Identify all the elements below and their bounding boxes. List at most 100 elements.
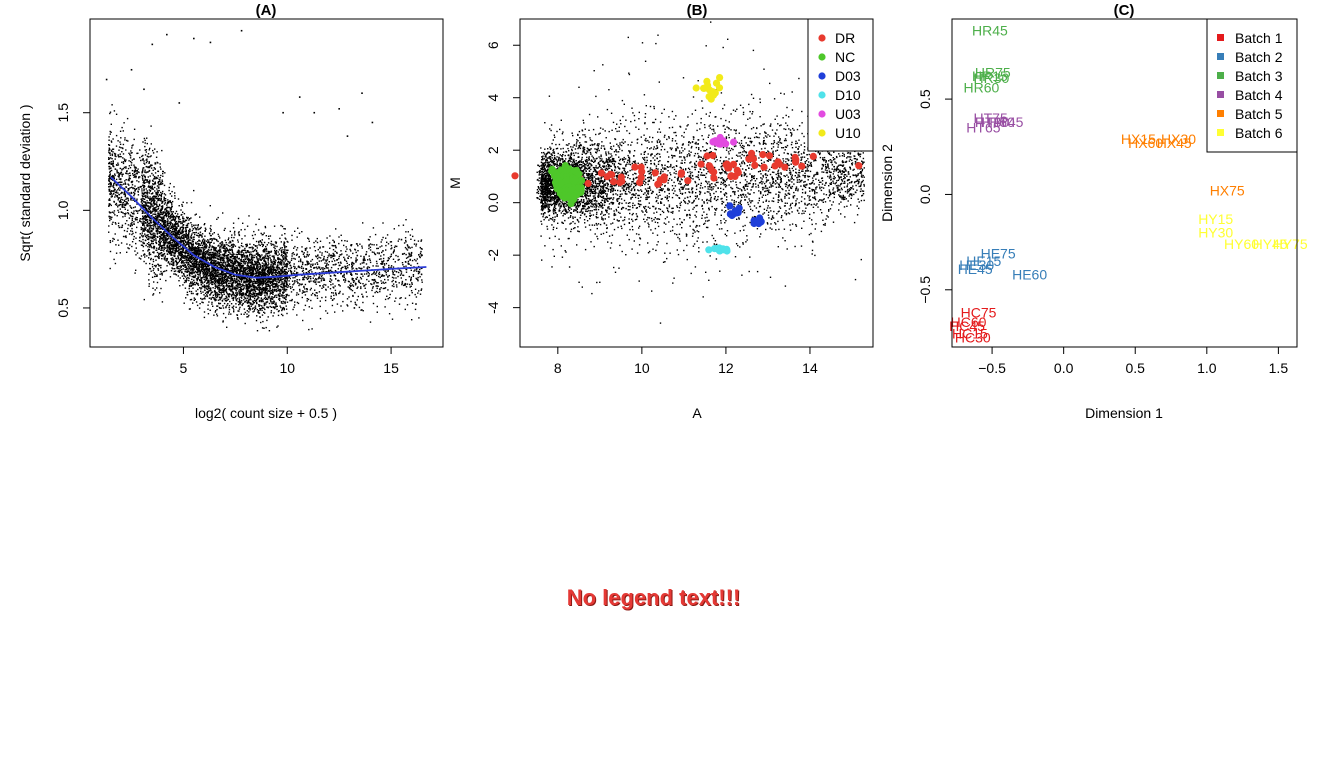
panel-a-point [252,237,255,240]
panel-a-point [402,274,404,276]
panel-a-point [115,192,118,194]
panel-a-point [238,246,240,248]
panel-a-point [174,217,177,220]
panel-a-point [158,221,160,223]
panel-a-point [115,244,117,246]
panel-a-point [208,232,211,234]
panel-a-point [175,220,177,223]
panel-a-point [291,234,293,237]
panel-a-point [237,318,239,320]
panel-a-point [154,202,156,205]
panel-a-point [327,264,330,266]
panel-a-point [284,250,286,252]
panel-a-point [187,268,189,270]
panel-a-point [184,252,186,254]
panel-a-point [338,292,341,294]
panel-a-point [157,195,160,197]
panel-a-point [253,279,255,281]
panel-a-point [193,262,196,264]
panel-a-point [261,305,263,307]
panel-a-point [254,305,257,307]
panel-a-point [144,216,147,218]
panel-a-point [135,237,137,239]
panel-a-point [352,281,355,283]
panel-a-point [147,191,149,194]
panel-a-point [231,266,234,268]
panel-a-point [414,269,416,271]
panel-a-point [276,272,279,275]
panel-a-point [186,247,188,249]
panel-a-point [314,266,316,269]
panel-a-point [392,271,394,274]
panel-a-point [252,259,254,261]
panel-a-point [240,268,242,270]
panel-a-point [224,268,226,270]
panel-a-point [158,193,161,196]
panel-a-point [194,246,196,248]
panel-a-point [259,256,261,259]
panel-a-point [163,253,165,256]
panel-a-point [111,216,113,219]
panel-a-point [193,275,195,277]
panel-a-point [234,270,237,273]
panel-a-point [368,280,370,282]
panel-a-point [350,257,352,259]
panel-a-point [128,175,130,177]
panel-a-point [210,291,213,294]
panel-a-point [186,223,189,225]
panel-a-point [330,295,332,297]
panel-a-point [128,192,130,194]
panel-a-point [285,273,287,276]
panel-a-point [410,253,412,256]
panel-a-point [145,215,148,218]
panel-a-point [235,259,237,261]
panel-a-point [355,278,358,280]
panel-a-point [187,222,190,225]
panel-a-point [369,243,372,245]
panel-a-point [121,181,123,183]
panel-a-point [190,249,192,251]
panel-a-point [416,262,419,265]
panel-a-point [236,278,238,281]
panel-a-point [211,274,213,277]
panel-a-point [350,288,352,291]
panel-a-point [108,190,111,192]
panel-a-point [224,276,226,278]
panel-a-point [169,276,172,278]
panel-a-point [265,303,267,305]
panel-a-point [148,225,150,227]
panel-a-point [176,238,179,240]
panel-a-point [122,153,125,155]
panel-a-point [204,244,207,246]
panel-a-point [185,280,187,282]
panel-a-point [387,270,389,272]
panel-a-point [210,228,212,231]
panel-a-point [227,295,230,298]
panel-a-point [124,193,127,195]
panel-a-point [285,254,287,256]
panel-a-point [318,273,320,276]
panel-a-point [335,293,337,295]
panel-a-point [109,240,111,242]
panel-a-point [281,267,283,269]
panel-a-point [212,253,215,256]
panel-a-point [325,267,327,269]
panel-a-point [420,240,422,242]
panel-a-point [210,281,213,283]
panel-a-point [246,243,248,245]
panel-a-point [230,288,232,290]
panel-a-point [230,244,233,246]
panel-a-point [244,282,246,284]
panel-a-point [346,304,348,306]
panel-a-point [241,249,244,252]
panel-a-point [233,244,235,246]
panel-a-point [174,212,177,215]
panel-a-point [261,307,263,309]
panel-a-point [141,199,143,202]
panel-a-point [277,254,279,257]
panel-a-point [244,292,247,295]
panel-a-point [415,270,418,272]
panel-a-point [143,182,145,185]
panel-a-point [124,203,126,205]
panel-a-point [164,243,166,245]
